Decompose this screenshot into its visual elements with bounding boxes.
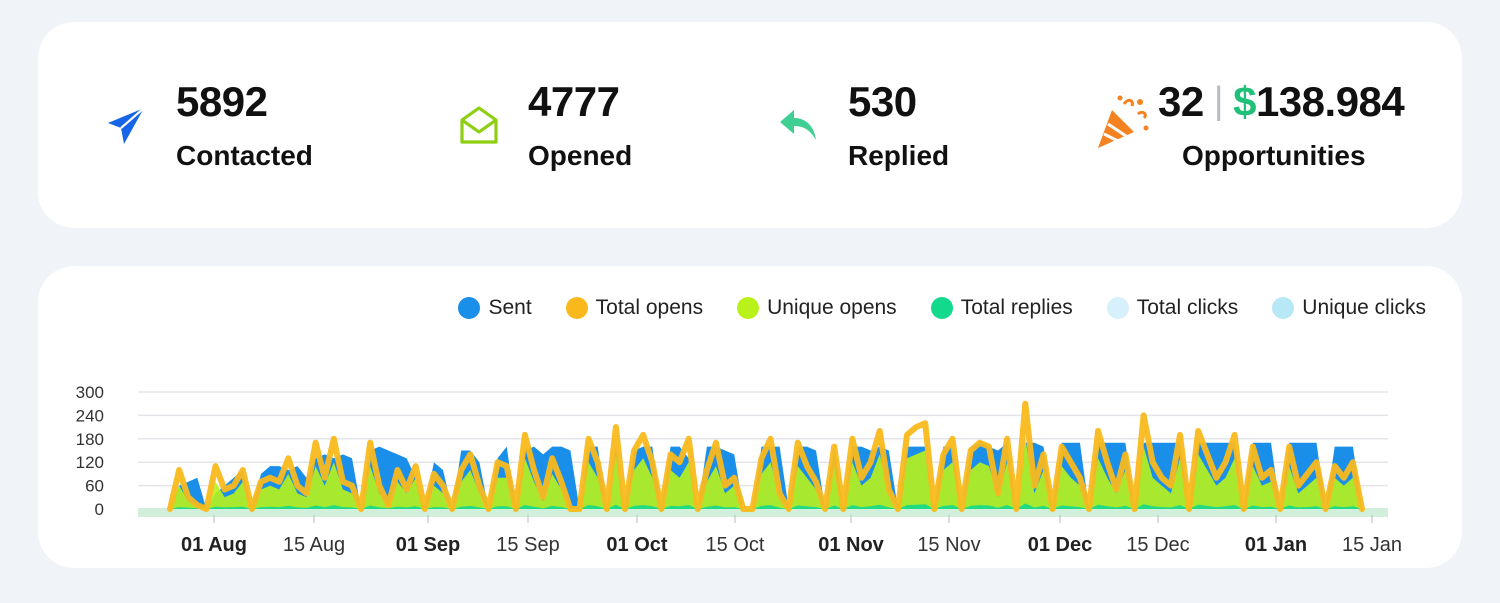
legend-label: Total replies — [960, 296, 1073, 319]
stat-opportunities: 32 | $138.984 Opportunities — [1094, 22, 1434, 228]
x-tick-label: 15 Nov — [917, 534, 980, 556]
y-tick-label: 300 — [76, 383, 104, 402]
y-tick-label: 60 — [85, 477, 104, 496]
reply-arrow-icon — [780, 110, 816, 140]
x-tick-label: 15 Jan — [1342, 534, 1402, 556]
legend-dot — [737, 297, 760, 319]
x-tick-label: 15 Sep — [496, 534, 559, 556]
legend-dot — [565, 297, 588, 319]
y-tick-label: 0 — [95, 500, 104, 519]
party-popper-icon — [1098, 95, 1149, 148]
legend-dot — [458, 297, 481, 319]
x-tick-label: 01 Jan — [1245, 534, 1307, 556]
series-line-total-opens — [167, 400, 1365, 512]
legend-dot — [1272, 297, 1295, 319]
paper-plane-icon — [108, 107, 145, 144]
legend-dot — [930, 297, 953, 319]
chart-card: Sent Total opens Unique opens Total replies… — [38, 266, 1462, 568]
opportunities-value: 32 | $138.984 — [1158, 78, 1405, 126]
x-tick-label: 01 Oct — [606, 534, 667, 556]
x-tick-label: 01 Aug — [181, 534, 247, 556]
legend-item-unique-opens[interactable]: Unique opens — [737, 296, 897, 320]
baseline-band — [138, 508, 1388, 517]
chart-legend: Sent Total opens Unique opens Total replies… — [458, 296, 1426, 320]
legend-label: Total opens — [595, 296, 704, 319]
x-tick-label: 15 Dec — [1126, 534, 1189, 556]
series-area-unique-opens — [170, 438, 1362, 509]
legend-label: Unique clicks — [1302, 296, 1426, 319]
legend-item-unique-clicks[interactable]: Unique clicks — [1272, 296, 1426, 320]
stat-opened: 4777 Opened — [458, 22, 758, 228]
stat-contacted: 5892 Contacted — [106, 22, 406, 228]
envelope-open-icon — [460, 106, 498, 144]
legend-label: Total clicks — [1136, 296, 1239, 319]
x-tick-label: 15 Aug — [283, 534, 345, 556]
replied-value: 530 — [848, 78, 917, 125]
opportunities-currency: $ — [1233, 78, 1256, 125]
opportunities-amount: 138.984 — [1255, 78, 1405, 125]
contacted-label: Contacted — [176, 140, 313, 171]
legend-label: Unique opens — [767, 296, 897, 319]
opportunities-label: Opportunities — [1182, 140, 1366, 171]
legend-item-total-clicks[interactable]: Total clicks — [1106, 296, 1239, 320]
y-tick-label: 240 — [76, 406, 104, 425]
opportunities-separator: | — [1213, 80, 1224, 122]
legend-dot — [1106, 297, 1129, 319]
activity-chart: 300 240 180 120 60 0 01 Aug 15 Aug 01 Sep 15 Sep 0… — [76, 383, 1402, 556]
opportunities-count: 32 — [1158, 78, 1204, 125]
y-tick-label: 180 — [76, 430, 104, 449]
legend-item-sent[interactable]: Sent — [458, 296, 532, 320]
x-tick-label: 01 Nov — [818, 534, 884, 556]
y-tick-label: 120 — [76, 453, 104, 472]
contacted-value: 5892 — [176, 78, 268, 125]
stats-card: 5892 Contacted 4777 Opened 530 Replied 3… — [38, 22, 1462, 228]
stat-replied: 530 Replied — [778, 22, 1078, 228]
series-area-total-replies — [170, 503, 1362, 509]
opened-value: 4777 — [528, 78, 620, 125]
legend-label: Sent — [488, 296, 532, 319]
x-tick-label: 01 Sep — [396, 534, 460, 556]
opened-label: Opened — [528, 140, 633, 171]
legend-item-total-opens[interactable]: Total opens — [565, 296, 704, 320]
replied-label: Replied — [848, 140, 950, 171]
x-tick-label: 15 Oct — [706, 534, 765, 556]
legend-item-total-replies[interactable]: Total replies — [930, 296, 1073, 320]
x-tick-label: 01 Dec — [1028, 534, 1093, 556]
